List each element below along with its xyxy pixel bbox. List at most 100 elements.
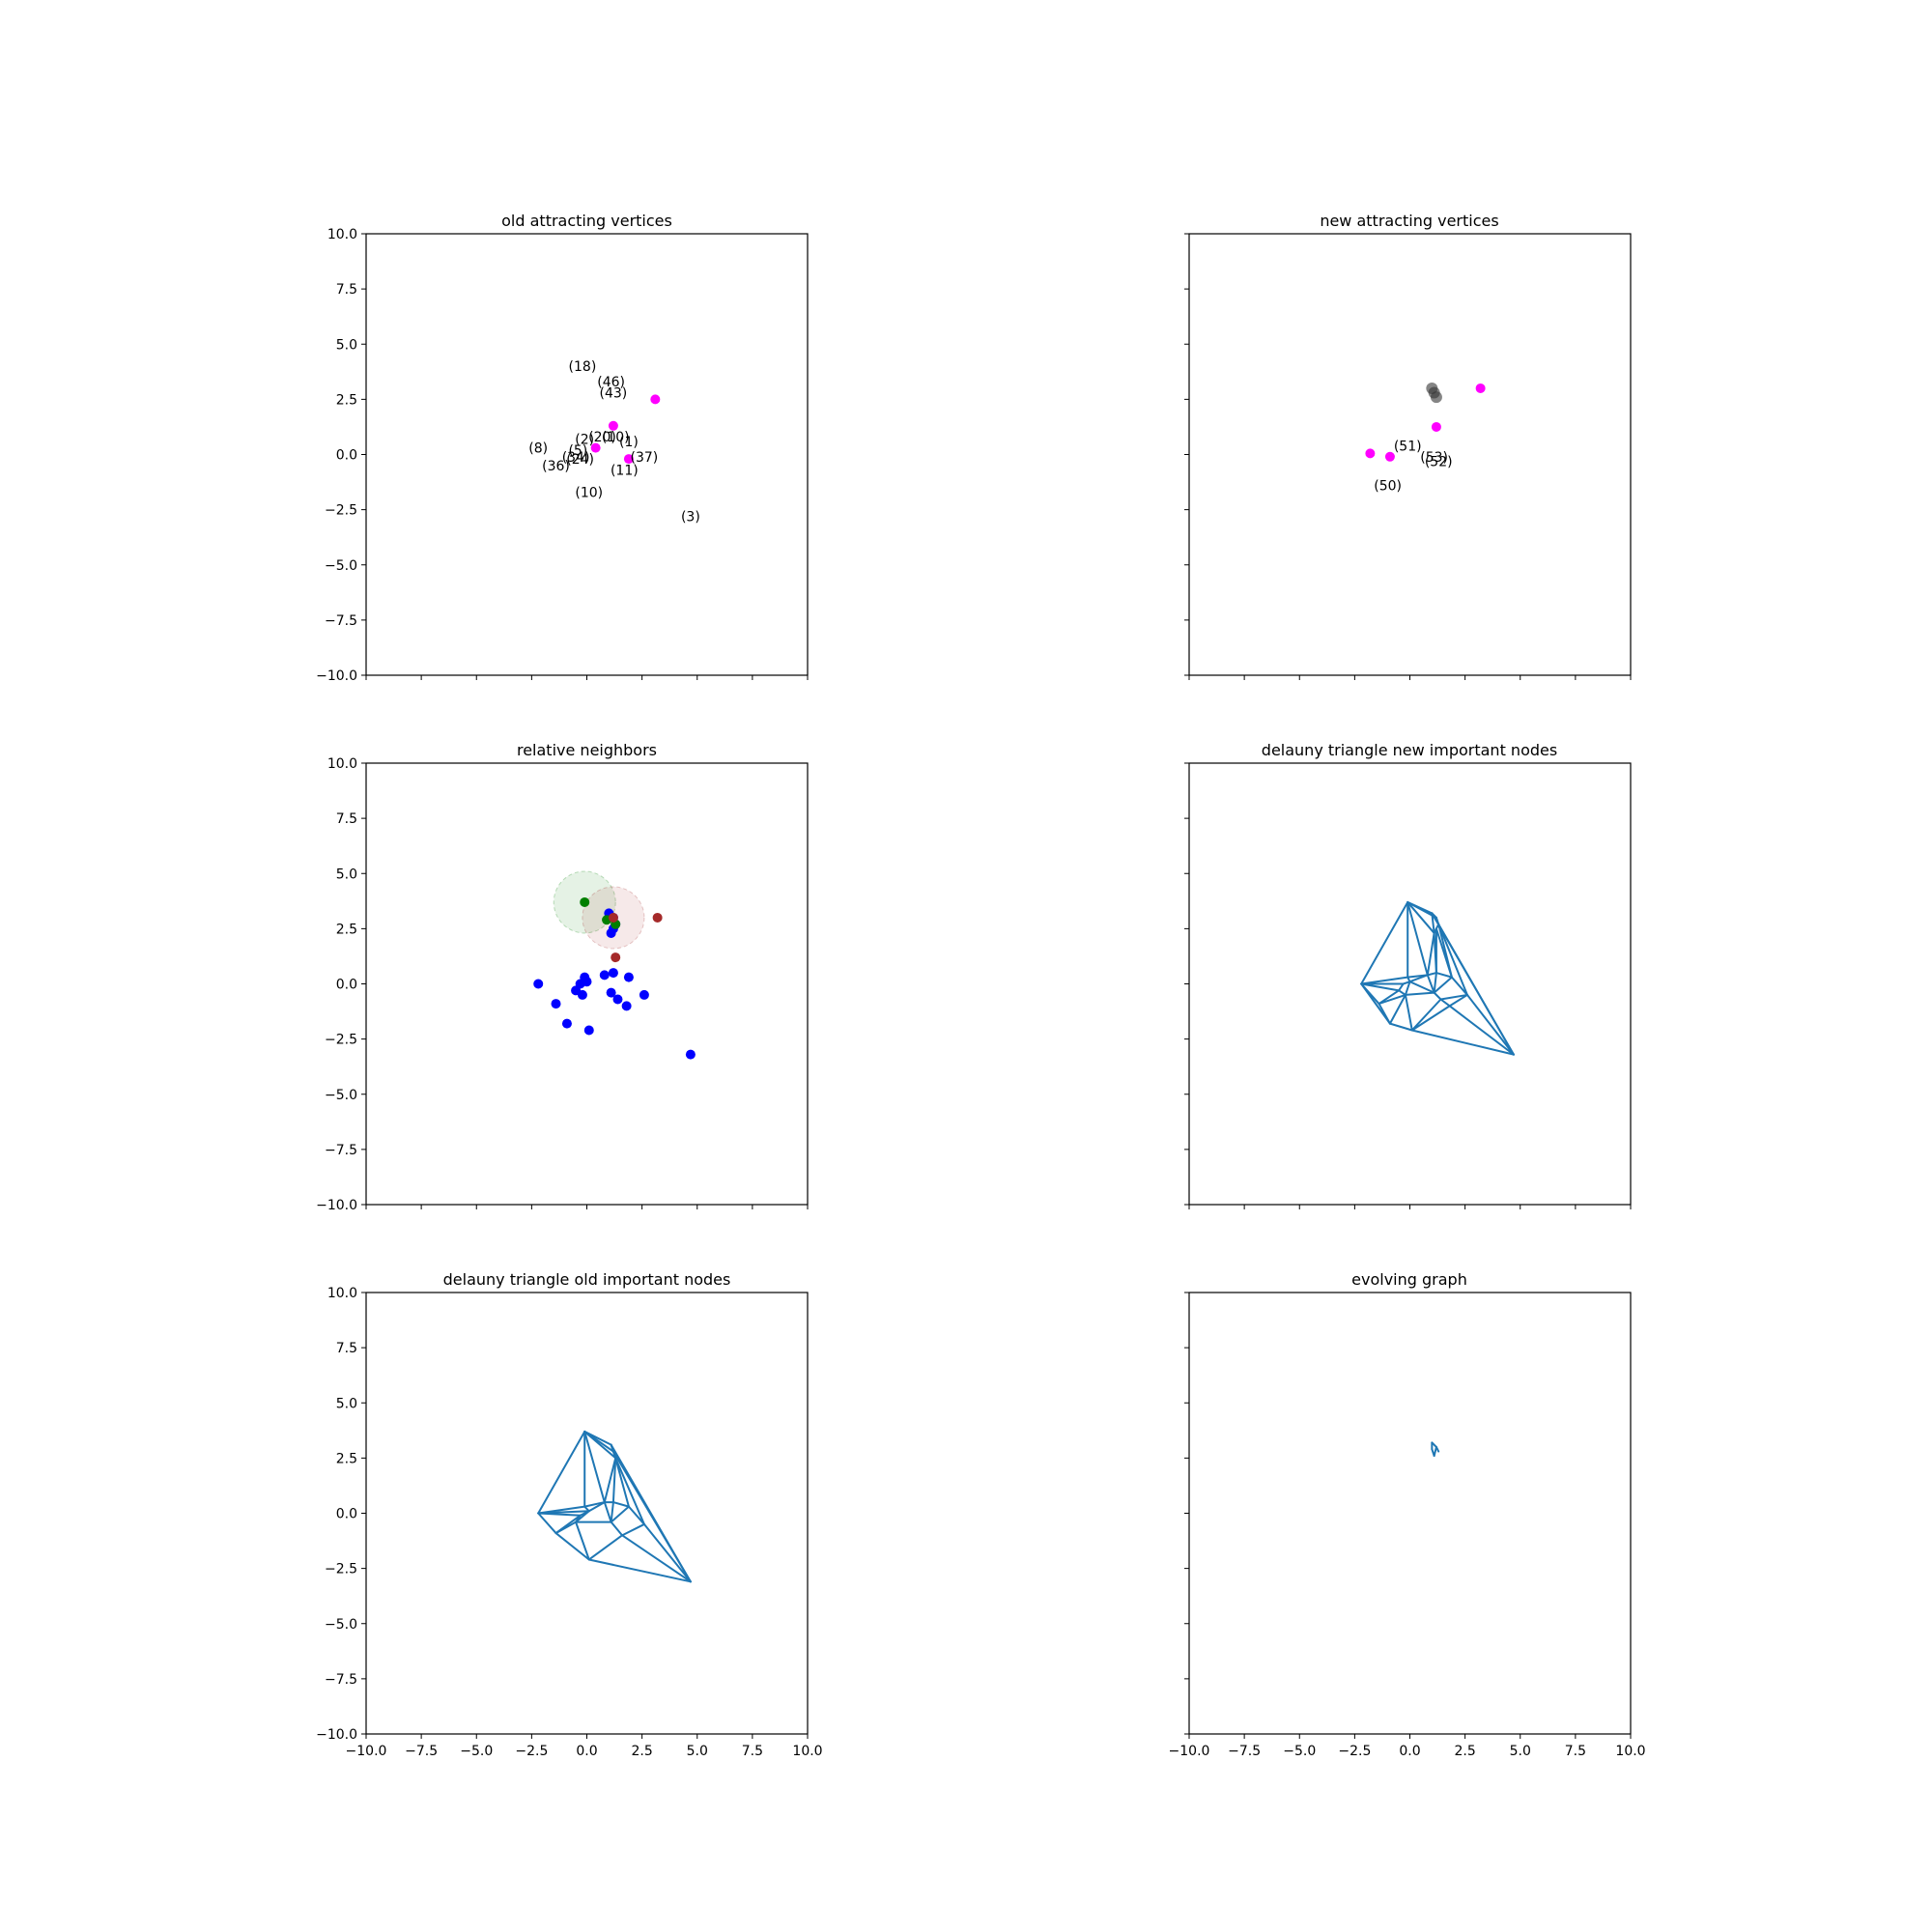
y-tick-label: −5.0 bbox=[325, 1088, 357, 1103]
graph-edge bbox=[1431, 912, 1435, 934]
data-point bbox=[608, 968, 618, 979]
y-tick-label: −7.5 bbox=[325, 1672, 357, 1688]
graph-edge bbox=[587, 1501, 606, 1513]
data-point bbox=[1428, 386, 1440, 399]
graph-edge bbox=[611, 1501, 630, 1508]
graph-edge bbox=[1378, 1003, 1391, 1025]
graph-edge bbox=[1408, 974, 1429, 983]
point-annotation: (10) bbox=[602, 430, 630, 445]
subplot-title: old attracting vertices bbox=[501, 212, 672, 230]
axes-frame bbox=[1188, 762, 1632, 1206]
y-tick-label: 5.0 bbox=[336, 337, 357, 353]
point-annotation: (10) bbox=[575, 485, 603, 500]
data-point bbox=[685, 1049, 696, 1060]
x-tick-label: −7.5 bbox=[1228, 1744, 1261, 1759]
graph-edge bbox=[1398, 989, 1406, 996]
graph-edge bbox=[554, 1514, 582, 1535]
y-tick-label: 5.0 bbox=[336, 1396, 357, 1411]
data-point bbox=[621, 1001, 632, 1011]
graph-edge bbox=[583, 1501, 606, 1508]
point-annotation: (20) bbox=[588, 430, 616, 445]
data-point bbox=[583, 1025, 594, 1036]
graph-edge bbox=[1406, 900, 1435, 934]
graph-edge bbox=[1410, 1029, 1515, 1056]
graph-edge bbox=[1465, 993, 1515, 1056]
data-point bbox=[533, 979, 544, 989]
x-tick-label: 10.0 bbox=[1615, 1744, 1645, 1759]
data-point bbox=[1365, 448, 1376, 459]
graph-edge bbox=[1450, 976, 1468, 996]
graph-edge bbox=[621, 1522, 645, 1537]
data-point bbox=[623, 972, 634, 982]
y-tick-label: 2.5 bbox=[336, 1451, 357, 1466]
subplot-delauny-old: delauny triangle old important nodes 10.… bbox=[316, 1270, 822, 1759]
y-tick-label: 10.0 bbox=[327, 1286, 357, 1301]
point-annotation: (8) bbox=[528, 441, 548, 457]
point-annotation: (11) bbox=[611, 463, 639, 478]
graph-edge bbox=[537, 1430, 586, 1515]
graph-edge bbox=[610, 1520, 624, 1537]
y-tick-label: −5.0 bbox=[325, 558, 357, 574]
graph-edge bbox=[1426, 972, 1437, 977]
x-tick-label: −10.0 bbox=[1169, 1744, 1210, 1759]
data-point bbox=[608, 912, 618, 923]
graph-edge bbox=[587, 1558, 692, 1583]
x-tick-label: −2.5 bbox=[1338, 1744, 1371, 1759]
graph-edge bbox=[537, 1512, 557, 1535]
x-tick-label: 7.5 bbox=[1565, 1744, 1586, 1759]
graph-edge bbox=[610, 1501, 614, 1523]
graph-edge bbox=[1448, 1005, 1515, 1056]
axes-frame bbox=[1188, 1292, 1632, 1735]
graph-edge bbox=[611, 1450, 692, 1583]
graph-edge bbox=[587, 1534, 624, 1561]
y-tick-label: −7.5 bbox=[325, 1143, 357, 1158]
y-tick-label: 5.0 bbox=[336, 867, 357, 882]
graph-edge bbox=[1388, 1022, 1413, 1032]
data-point bbox=[606, 927, 616, 938]
x-tick-label: −7.5 bbox=[405, 1744, 438, 1759]
data-point bbox=[1384, 451, 1395, 462]
x-tick-label: 5.0 bbox=[687, 1744, 708, 1759]
axes-frame bbox=[365, 762, 809, 1206]
y-tick-label: 0.0 bbox=[336, 448, 357, 464]
y-tick-label: −10.0 bbox=[316, 1198, 357, 1213]
graph-edge bbox=[537, 1510, 590, 1515]
subplot-old-attracting-vertices: old attracting vertices 10.0 7.5 5.0 2.5 0.0… bbox=[316, 212, 809, 684]
axes-frame bbox=[1188, 233, 1632, 676]
subplot-title: delauny triangle new important nodes bbox=[1262, 741, 1557, 759]
graph-edge bbox=[603, 1501, 612, 1523]
point-annotation: (3) bbox=[681, 509, 700, 525]
point-annotation: (37) bbox=[631, 450, 659, 466]
data-point bbox=[639, 989, 649, 1000]
point-annotation: (5) bbox=[568, 443, 587, 459]
graph-edge bbox=[583, 1430, 617, 1460]
point-annotation: (34) bbox=[562, 450, 590, 466]
point-annotation: (46) bbox=[597, 375, 625, 390]
data-point bbox=[623, 454, 634, 465]
graph-edge bbox=[1404, 980, 1411, 996]
x-tick-label: 5.0 bbox=[1510, 1744, 1531, 1759]
graph-edge bbox=[1410, 998, 1442, 1032]
graph-edge bbox=[1378, 989, 1401, 1006]
graph-edge bbox=[1437, 923, 1453, 979]
y-tick-label: −2.5 bbox=[325, 1562, 357, 1577]
y-tick-label: 10.0 bbox=[327, 756, 357, 772]
data-point bbox=[650, 394, 661, 405]
point-annotation: (43) bbox=[600, 386, 628, 402]
graph-edge bbox=[1378, 993, 1406, 1006]
data-point bbox=[611, 952, 621, 963]
graph-edge bbox=[575, 1520, 590, 1561]
data-point bbox=[608, 420, 618, 431]
point-annotation: (18) bbox=[569, 359, 597, 375]
subplot-evolving-graph: evolving graph −10.0 −7.5 −5.0 −2.5 0.0 2.5 5.… bbox=[1169, 1270, 1646, 1759]
graph-edge bbox=[1410, 1005, 1451, 1032]
graph-edge bbox=[1406, 900, 1429, 977]
graph-edge bbox=[1426, 974, 1435, 994]
graph-edge bbox=[1435, 916, 1440, 925]
x-tick-label: −10.0 bbox=[346, 1744, 387, 1759]
graph-edge bbox=[1435, 972, 1453, 979]
graph-edge bbox=[1439, 993, 1468, 1001]
point-annotation: (24) bbox=[566, 452, 594, 468]
graph-edge bbox=[1437, 923, 1515, 1056]
